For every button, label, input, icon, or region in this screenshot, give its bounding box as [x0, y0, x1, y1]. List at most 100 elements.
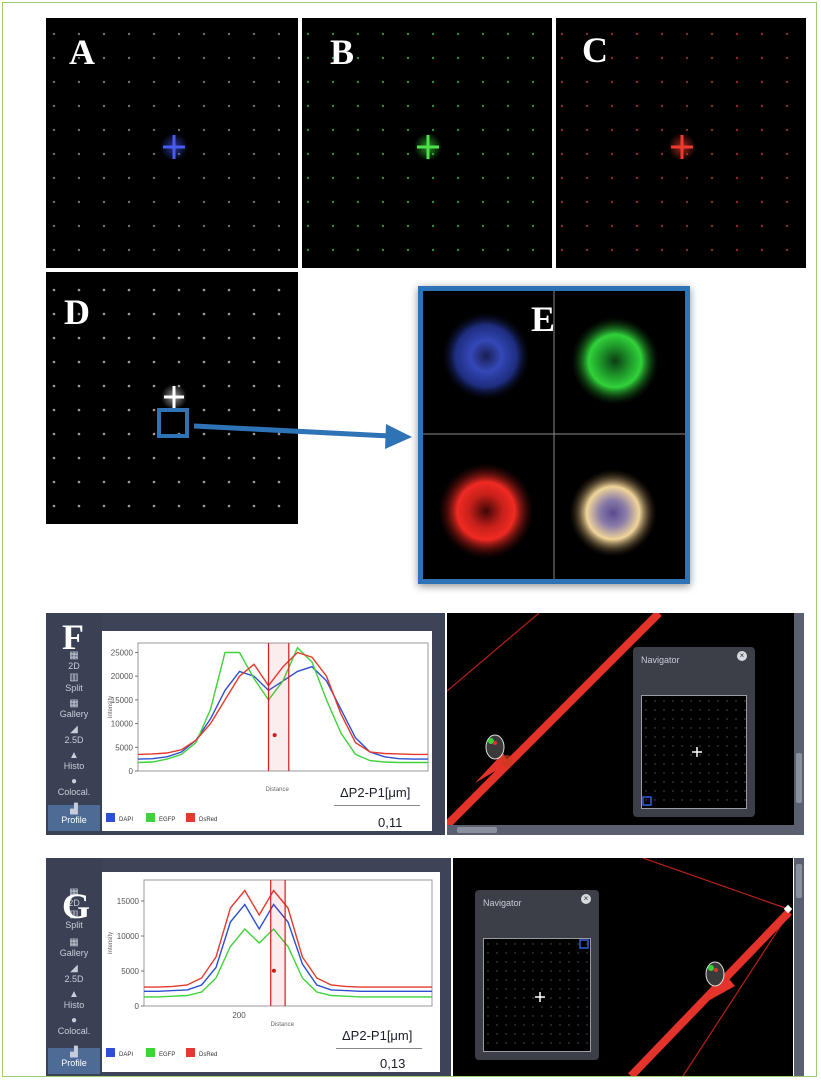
panel-e-quadrants	[423, 291, 685, 579]
navigator-panel-g[interactable]: Navigator ×	[475, 890, 599, 1060]
sidebar-item-colocal[interactable]: ● Colocal.	[57, 1015, 91, 1037]
sidebar-item-profile[interactable]: ▟ Profile	[48, 805, 100, 831]
delta-divider	[334, 805, 420, 806]
legend-label-dapi: DAPI	[119, 817, 133, 823]
panel-a-label: A	[69, 32, 95, 72]
panel-c-label: C	[582, 30, 608, 70]
panel-b-grid	[302, 18, 552, 268]
panel-e-inset: E	[418, 286, 690, 584]
legend-swatch-dsred	[186, 813, 195, 822]
histogram-icon: ▲	[69, 750, 79, 761]
vertical-scrollbar[interactable]	[794, 858, 804, 1076]
cursor-marker	[272, 733, 277, 738]
2-5d-icon: ◢	[70, 724, 78, 735]
legend-swatch-dapi	[106, 813, 115, 822]
legend-label-dapi: DAPI	[119, 1052, 133, 1058]
panel-c-grid	[556, 18, 806, 268]
sidebar-item-profile[interactable]: ▟ Profile	[48, 1048, 100, 1074]
y-tick-label: 0	[129, 767, 134, 776]
navigator-title: Navigator	[641, 655, 680, 665]
cursor-region	[268, 643, 289, 771]
delta-p2-p1-value: 0,13	[380, 1056, 406, 1071]
scroll-thumb[interactable]	[796, 864, 802, 898]
y-tick-label: 25000	[111, 648, 134, 657]
panel-f-ui: ▦ 2D ▥ Split ▦ Gallery ◢ 2.5D ▲ Histo ● Coloca…	[46, 613, 445, 835]
panel-g-line-overlay	[628, 858, 793, 1076]
x-axis-label: Distance	[266, 787, 290, 793]
y-tick-label: 15000	[111, 696, 134, 705]
sidebar-item-split[interactable]: ▥ Split	[65, 672, 83, 694]
panel-b-image: B	[302, 18, 552, 268]
zoom-selection-box	[157, 408, 189, 438]
panel-b-label: B	[330, 32, 355, 72]
scroll-thumb[interactable]	[796, 753, 802, 803]
sidebar-item-colocal[interactable]: ● Colocal.	[57, 776, 91, 798]
series-line-egfp	[137, 646, 428, 764]
sidebar-item-split[interactable]: ▥ Split	[65, 909, 83, 931]
view-sidebar: ▦ 2D ▥ Split ▦ Gallery ◢ 2.5D ▲ Histo ● Coloca…	[46, 858, 102, 1076]
panel-a-image: A	[46, 18, 298, 268]
y-tick-label: 5000	[115, 743, 133, 752]
sidebar-item-2d[interactable]: ▦ 2D	[68, 887, 80, 909]
legend-label-dsred: DsRed	[199, 1052, 217, 1058]
vertical-scrollbar[interactable]	[794, 613, 804, 835]
cursor-region	[270, 880, 286, 1006]
navigator-title: Navigator	[483, 898, 522, 908]
close-icon[interactable]: ×	[581, 894, 591, 904]
panel-g-label: G	[62, 886, 91, 926]
histogram-icon: ▲	[69, 989, 79, 1000]
series-line-dapi	[144, 903, 432, 992]
gallery-icon: ▦	[69, 937, 79, 948]
navigator-view[interactable]	[483, 938, 591, 1052]
sidebar-item-histo[interactable]: ▲ Histo	[63, 750, 85, 772]
sidebar-item-gallery[interactable]: ▦ Gallery	[59, 937, 89, 959]
sidebar-item-histo[interactable]: ▲ Histo	[63, 989, 85, 1011]
sidebar-item-2-5d[interactable]: ◢ 2.5D	[64, 724, 84, 746]
x-tick-label: 200	[232, 1011, 246, 1020]
legend-swatch-egfp	[146, 1048, 155, 1057]
legend-label-dsred: DsRed	[199, 817, 217, 823]
y-tick-label: 15000	[117, 897, 140, 906]
profile-chart-g: 15000 10000 5000 0 Intensity Distance 200 DAPI E…	[102, 872, 440, 1072]
delta-p2-p1-label: ΔP2-P1[μm]	[340, 785, 411, 800]
2d-icon: ▦	[69, 650, 79, 661]
y-tick-label: 0	[135, 1002, 140, 1011]
panel-e-label: E	[531, 299, 556, 339]
panel-g-viewport[interactable]: Navigator ×	[453, 858, 793, 1076]
navigator-panel-f[interactable]: Navigator ×	[633, 647, 755, 817]
profile-icon: ▟	[70, 1047, 78, 1058]
navigator-thumbnail	[484, 939, 590, 1051]
close-icon[interactable]: ×	[737, 651, 747, 661]
x-axis-label: Distance	[271, 1022, 295, 1028]
sidebar-item-2-5d[interactable]: ◢ 2.5D	[64, 963, 84, 985]
sidebar-item-gallery[interactable]: ▦ Gallery	[59, 698, 89, 720]
panel-e-image: E	[423, 291, 685, 579]
cursor-marker	[271, 968, 276, 973]
scroll-thumb[interactable]	[457, 827, 497, 833]
series-line-egfp	[144, 927, 432, 998]
colocalization-icon: ●	[70, 1015, 78, 1026]
series-line-dsred	[137, 651, 428, 756]
panel-f-viewport[interactable]: Navigator ×	[447, 613, 794, 835]
panel-c-image: C	[556, 18, 806, 268]
delta-p2-p1-value: 0,11	[378, 815, 403, 830]
profile-chart-f: 25000 20000 15000 10000 5000 0 Intensity Distan…	[102, 631, 432, 831]
split-icon: ▥	[69, 909, 79, 920]
split-icon: ▥	[69, 672, 79, 683]
delta-divider	[336, 1048, 422, 1049]
panel-f-line-overlay	[447, 613, 662, 828]
horizontal-scrollbar[interactable]	[447, 825, 794, 835]
panel-d-image: D	[46, 272, 298, 524]
2-5d-icon: ◢	[70, 963, 78, 974]
navigator-view[interactable]	[641, 695, 747, 809]
panel-f-label: F	[62, 617, 84, 657]
y-tick-label: 20000	[111, 672, 134, 681]
sidebar-item-2d[interactable]: ▦ 2D	[68, 650, 80, 672]
panel-g-ui: ▦ 2D ▥ Split ▦ Gallery ◢ 2.5D ▲ Histo ● Coloca…	[46, 858, 451, 1076]
panel-d-label: D	[64, 292, 90, 332]
legend-swatch-egfp	[146, 813, 155, 822]
legend-swatch-dsred	[186, 1048, 195, 1057]
series-line-dsred	[144, 889, 432, 988]
legend-swatch-dapi	[106, 1048, 115, 1057]
